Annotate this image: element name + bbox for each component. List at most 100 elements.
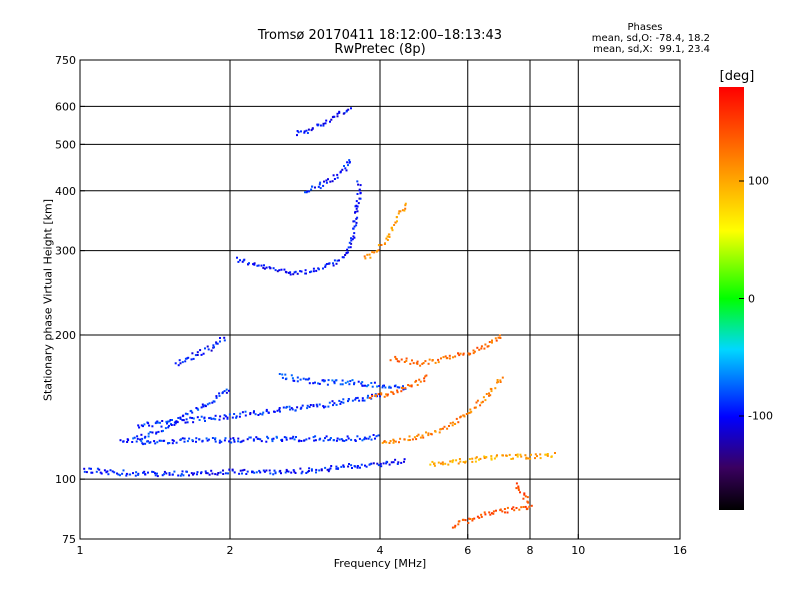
data-point bbox=[211, 437, 214, 439]
data-point bbox=[317, 185, 320, 188]
y-axis-ticks: 75 100 200 300 400 500 600 750 bbox=[55, 54, 85, 546]
data-point bbox=[218, 441, 221, 444]
data-point bbox=[341, 256, 344, 259]
data-point bbox=[333, 382, 336, 385]
data-point bbox=[202, 352, 205, 355]
data-point bbox=[346, 380, 349, 383]
data-point bbox=[140, 440, 143, 443]
data-point bbox=[314, 186, 316, 189]
data-point bbox=[354, 210, 357, 213]
data-point bbox=[350, 242, 353, 245]
data-point bbox=[212, 344, 215, 347]
data-point bbox=[372, 462, 375, 465]
data-point bbox=[168, 424, 170, 427]
data-point bbox=[419, 436, 422, 439]
data-point bbox=[312, 382, 315, 385]
data-point bbox=[469, 518, 472, 520]
x-tick-label: 1 bbox=[77, 544, 84, 557]
data-point bbox=[345, 110, 348, 113]
data-point bbox=[429, 463, 432, 466]
data-point bbox=[378, 385, 381, 387]
data-point bbox=[192, 417, 195, 420]
data-point bbox=[364, 464, 366, 467]
data-point bbox=[398, 441, 400, 444]
data-point bbox=[514, 454, 517, 456]
data-point bbox=[262, 411, 265, 414]
data-point bbox=[312, 267, 315, 270]
data-point bbox=[349, 246, 352, 249]
data-point bbox=[408, 384, 411, 387]
data-point bbox=[430, 433, 433, 436]
data-point bbox=[308, 382, 311, 385]
data-point bbox=[386, 393, 389, 396]
data-point bbox=[353, 225, 356, 228]
data-point bbox=[315, 403, 318, 406]
data-point bbox=[186, 440, 189, 443]
data-point bbox=[488, 341, 491, 343]
data-point bbox=[255, 436, 258, 439]
data-point bbox=[119, 439, 122, 442]
data-point bbox=[400, 358, 403, 361]
data-point bbox=[348, 241, 351, 244]
data-point bbox=[296, 134, 298, 137]
data-point bbox=[388, 236, 391, 238]
data-point bbox=[343, 440, 346, 442]
data-point bbox=[501, 376, 504, 379]
data-point bbox=[356, 210, 359, 213]
data-point bbox=[231, 468, 234, 471]
data-point bbox=[343, 165, 345, 167]
data-point bbox=[219, 415, 222, 418]
data-point bbox=[268, 469, 271, 472]
data-point bbox=[304, 191, 306, 194]
data-point bbox=[476, 399, 479, 402]
data-point bbox=[309, 404, 312, 406]
data-point bbox=[401, 387, 404, 390]
data-point bbox=[394, 458, 397, 461]
data-point bbox=[332, 262, 334, 265]
data-point bbox=[233, 471, 236, 474]
data-point bbox=[300, 406, 303, 409]
data-point bbox=[490, 388, 493, 391]
data-point bbox=[185, 418, 188, 421]
data-point bbox=[296, 272, 299, 275]
data-point bbox=[100, 472, 103, 475]
data-point bbox=[483, 511, 486, 514]
data-point bbox=[473, 406, 476, 409]
data-point bbox=[269, 472, 272, 475]
data-point bbox=[191, 417, 194, 419]
data-point bbox=[354, 440, 357, 442]
data-point bbox=[469, 408, 472, 411]
data-point bbox=[361, 397, 364, 400]
data-point bbox=[242, 439, 245, 442]
data-point bbox=[392, 461, 395, 464]
data-point bbox=[508, 453, 511, 456]
data-point bbox=[324, 466, 327, 469]
data-point bbox=[306, 132, 309, 134]
data-point bbox=[327, 405, 330, 408]
data-point bbox=[526, 500, 529, 503]
data-point bbox=[380, 465, 383, 468]
data-point bbox=[155, 432, 158, 435]
data-point bbox=[210, 349, 213, 352]
data-point bbox=[312, 436, 315, 439]
data-point bbox=[338, 259, 340, 262]
data-point bbox=[156, 472, 158, 475]
data-point bbox=[294, 472, 297, 474]
x-axis-label: Frequency [MHz] bbox=[333, 557, 427, 570]
data-point bbox=[323, 180, 325, 183]
data-point bbox=[283, 436, 286, 439]
data-point bbox=[356, 193, 359, 195]
data-point bbox=[338, 438, 341, 441]
data-point bbox=[389, 440, 392, 442]
data-point bbox=[453, 526, 456, 529]
data-point bbox=[524, 495, 527, 498]
data-point bbox=[335, 465, 338, 468]
data-point bbox=[276, 270, 279, 273]
data-point bbox=[143, 423, 146, 426]
data-point bbox=[300, 130, 302, 133]
data-point bbox=[303, 130, 306, 133]
phases-legend-x: mean, sd,X: 99.1, 23.4 bbox=[593, 44, 710, 55]
data-point bbox=[174, 362, 177, 365]
data-point bbox=[259, 412, 262, 415]
data-point bbox=[440, 428, 442, 431]
